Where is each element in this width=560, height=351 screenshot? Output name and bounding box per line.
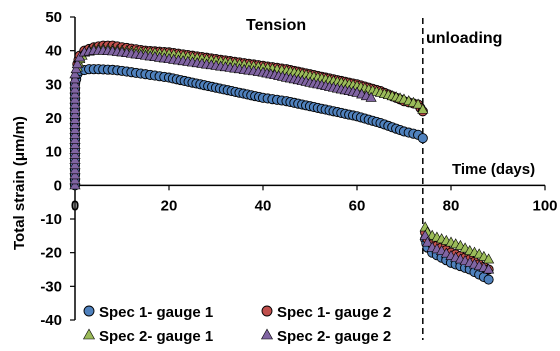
y-axis-title: Total strain (μm/m) [11, 116, 28, 250]
data-point [69, 113, 81, 124]
data-point [69, 123, 81, 134]
legend-label-spec1-gauge1: Spec 1- gauge 1 [99, 304, 213, 321]
data-point [69, 128, 81, 139]
data-point [69, 118, 81, 129]
x-tick-label: 100 [532, 197, 557, 214]
legend-marker [82, 328, 96, 340]
data-point [69, 159, 81, 170]
data-point [69, 133, 81, 144]
legend-marker [260, 328, 274, 340]
y-tick-label: 40 [45, 43, 62, 60]
plot-area [69, 40, 495, 285]
data-point [69, 68, 81, 79]
data-point [69, 78, 81, 89]
legend-label-spec2-gauge1: Spec 2- gauge 1 [99, 328, 213, 345]
x-tick-label: 60 [349, 197, 366, 214]
data-point [421, 236, 434, 247]
data-point [71, 58, 83, 69]
data-point [69, 98, 81, 109]
y-tick-label: 10 [45, 144, 62, 161]
y-tick-label: 0 [54, 177, 62, 194]
data-point [69, 108, 81, 119]
data-point [69, 138, 81, 149]
legend-marker [261, 305, 273, 317]
y-tick-label: -40 [40, 312, 62, 329]
data-point [69, 164, 81, 175]
y-tick-label: -30 [40, 278, 62, 295]
data-point [483, 263, 495, 274]
y-tick-label: 20 [45, 110, 62, 127]
data-point [69, 88, 81, 99]
data-point [483, 274, 494, 285]
y-tick-label: -10 [40, 211, 62, 228]
data-point [69, 148, 81, 160]
data-point [69, 169, 81, 180]
x-axis-title: Time (days) [452, 161, 535, 178]
legend-label-spec2-gauge2: Spec 2- gauge 2 [277, 328, 391, 345]
series-1 [69, 64, 494, 285]
x-tick-label: 20 [161, 197, 178, 214]
x-tick-label: 40 [255, 197, 272, 214]
data-point [69, 83, 81, 94]
x-tick-label: 0 [71, 197, 79, 214]
data-point [69, 73, 81, 84]
data-point [74, 51, 86, 62]
data-point [69, 93, 81, 104]
data-point [417, 133, 428, 144]
annotation-unloading: unloading [426, 30, 502, 47]
data-point [69, 174, 81, 185]
y-tick-label: 30 [45, 76, 62, 93]
annotation-tension: Tension [246, 17, 306, 34]
legend: Spec 1- gauge 1 Spec 1- gauge 2 Spec 2- … [82, 304, 391, 345]
data-point [69, 154, 81, 165]
data-point [69, 143, 81, 154]
data-point [412, 98, 424, 109]
data-point [365, 91, 377, 102]
x-tick-label: 80 [443, 197, 460, 214]
data-point [69, 179, 81, 190]
y-tick-label: -20 [40, 245, 62, 262]
data-point [70, 63, 82, 74]
data-point [483, 253, 495, 264]
y-tick-label: 50 [45, 9, 62, 26]
legend-label-spec1-gauge2: Spec 1- gauge 2 [277, 304, 391, 321]
series-4 [69, 44, 495, 274]
legend-marker [83, 305, 95, 317]
data-point [69, 103, 81, 114]
data-point [417, 103, 429, 114]
